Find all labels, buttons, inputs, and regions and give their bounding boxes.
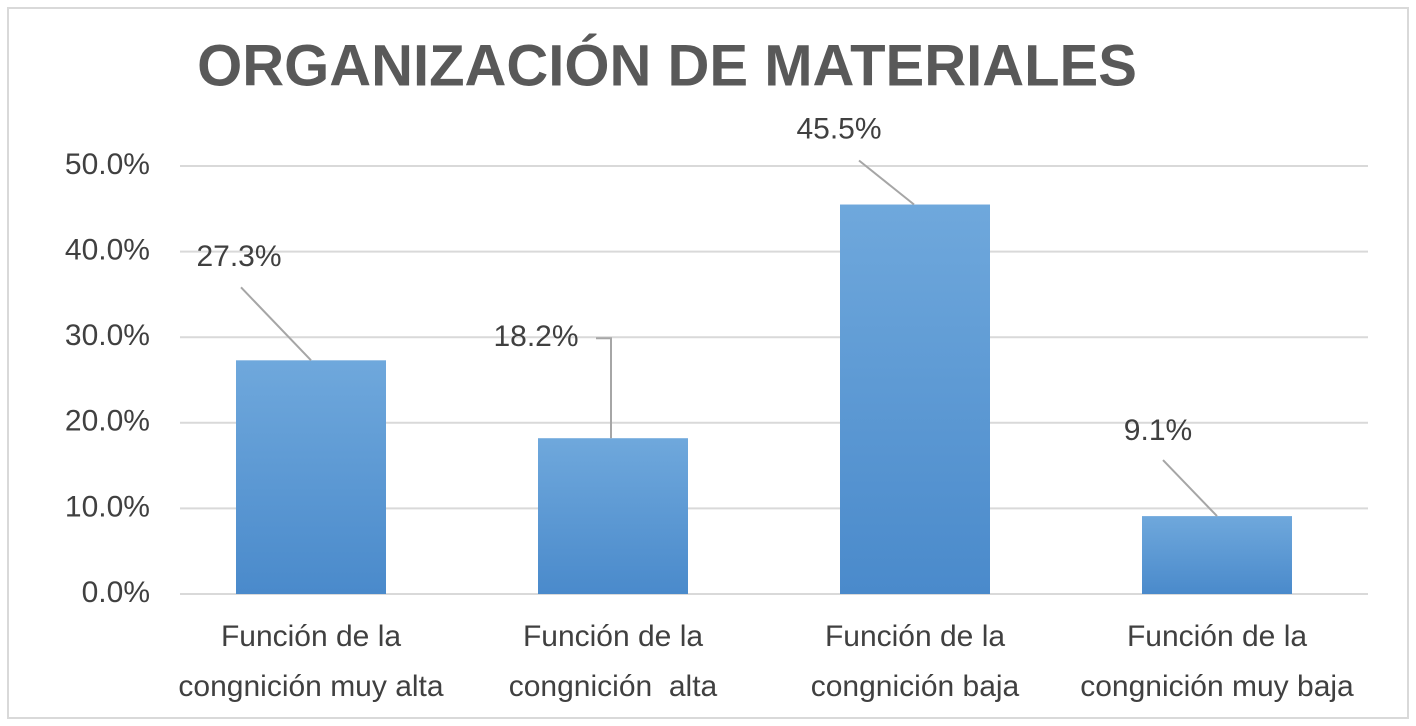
- leader-line: [240, 286, 312, 362]
- y-tick-label: 0.0%: [82, 576, 150, 609]
- y-tick-label: 50.0%: [65, 148, 150, 181]
- x-tick-label: Función de la congnición muy alta: [178, 620, 444, 703]
- bar: [236, 360, 386, 594]
- leader-line: [858, 159, 915, 206]
- data-label: 9.1%: [1124, 414, 1192, 447]
- y-tick-label: 40.0%: [65, 234, 150, 267]
- leader-line: [1162, 459, 1218, 517]
- data-label: 45.5%: [796, 112, 881, 145]
- chart-title: ORGANIZACIÓN DE MATERIALES: [197, 33, 1137, 98]
- y-tick-label: 10.0%: [65, 490, 150, 523]
- x-tick-label: Función de la congnición baja: [810, 620, 1020, 703]
- leader-line: [596, 337, 612, 439]
- bar: [840, 204, 990, 594]
- bar: [1142, 516, 1292, 594]
- data-label: 27.3%: [196, 240, 281, 273]
- x-tick-label: Función de la congnición muy baja: [1080, 620, 1354, 703]
- data-label: 18.2%: [493, 320, 578, 353]
- y-tick-label: 30.0%: [65, 319, 150, 352]
- y-tick-label: 20.0%: [65, 405, 150, 438]
- x-tick-label: Función de la congnición alta: [508, 620, 718, 703]
- bar: [538, 438, 688, 594]
